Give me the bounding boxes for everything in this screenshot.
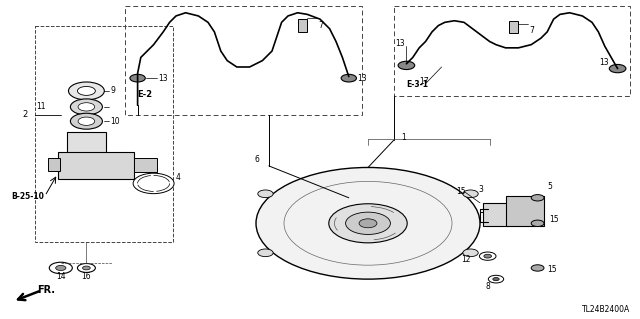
Text: 11: 11 xyxy=(36,102,45,111)
Circle shape xyxy=(341,74,356,82)
Circle shape xyxy=(346,212,390,234)
Text: 12: 12 xyxy=(461,256,470,264)
Circle shape xyxy=(479,252,496,260)
Text: 6: 6 xyxy=(254,155,259,164)
Text: 10: 10 xyxy=(110,117,120,126)
Text: 9: 9 xyxy=(110,86,115,95)
Bar xyxy=(298,19,307,32)
Circle shape xyxy=(488,275,504,283)
Text: 13: 13 xyxy=(396,39,405,48)
Text: 8: 8 xyxy=(485,282,490,291)
Circle shape xyxy=(359,219,377,228)
Text: E-3-1: E-3-1 xyxy=(406,80,428,89)
Circle shape xyxy=(493,278,499,281)
Bar xyxy=(125,6,362,115)
Circle shape xyxy=(531,195,544,201)
Text: E-2: E-2 xyxy=(138,90,153,99)
Circle shape xyxy=(463,249,478,256)
Circle shape xyxy=(531,220,544,226)
Bar xyxy=(483,203,508,226)
Bar xyxy=(506,196,544,226)
Text: 2: 2 xyxy=(22,110,28,119)
Text: 13: 13 xyxy=(600,58,609,67)
Bar xyxy=(394,6,630,96)
Circle shape xyxy=(68,82,104,100)
Text: 15: 15 xyxy=(549,215,559,224)
Circle shape xyxy=(83,266,90,270)
Bar xyxy=(134,158,157,172)
Circle shape xyxy=(70,99,102,115)
Circle shape xyxy=(56,265,66,271)
Circle shape xyxy=(78,103,95,111)
Circle shape xyxy=(70,113,102,129)
Text: 7: 7 xyxy=(318,21,323,30)
Text: 4: 4 xyxy=(175,173,180,182)
Text: FR.: FR. xyxy=(37,285,55,295)
Circle shape xyxy=(398,61,415,70)
Circle shape xyxy=(258,249,273,256)
Text: 15: 15 xyxy=(456,187,466,196)
Circle shape xyxy=(49,262,72,274)
Circle shape xyxy=(258,190,273,197)
Bar xyxy=(509,21,518,33)
Text: 15: 15 xyxy=(547,265,557,274)
Text: 17: 17 xyxy=(419,77,429,86)
Text: 7: 7 xyxy=(529,26,534,35)
Circle shape xyxy=(531,265,544,271)
Circle shape xyxy=(484,254,492,258)
Text: 5: 5 xyxy=(547,182,552,191)
Circle shape xyxy=(133,173,174,194)
Bar xyxy=(67,132,106,153)
Text: 3: 3 xyxy=(479,185,484,194)
Text: 13: 13 xyxy=(158,74,168,83)
Circle shape xyxy=(77,263,95,272)
Circle shape xyxy=(329,204,407,243)
Circle shape xyxy=(609,64,626,73)
Circle shape xyxy=(77,86,95,95)
Text: TL24B2400A: TL24B2400A xyxy=(582,305,630,314)
Text: 14: 14 xyxy=(56,272,66,281)
Text: B-25-10: B-25-10 xyxy=(12,192,44,201)
Text: 1: 1 xyxy=(401,133,406,142)
Bar xyxy=(48,158,60,171)
Bar xyxy=(35,26,173,242)
Circle shape xyxy=(130,74,145,82)
Text: 13: 13 xyxy=(357,74,367,83)
Text: 16: 16 xyxy=(81,272,92,281)
Bar xyxy=(58,152,134,179)
Circle shape xyxy=(463,190,478,197)
Circle shape xyxy=(256,167,480,279)
Circle shape xyxy=(78,117,95,125)
